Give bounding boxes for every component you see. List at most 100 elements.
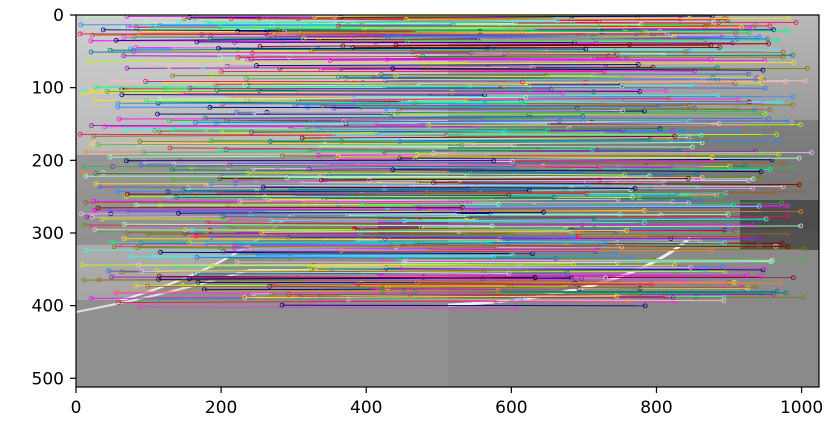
match-line xyxy=(219,148,593,151)
keypoint xyxy=(465,186,471,191)
keypoint xyxy=(459,204,465,210)
match-line xyxy=(400,101,783,104)
keypoint xyxy=(93,84,99,90)
keypoint xyxy=(155,111,160,117)
keypoint xyxy=(780,49,786,55)
match-line xyxy=(178,19,558,23)
keypoint xyxy=(482,101,488,107)
match-line xyxy=(415,157,800,160)
keypoint xyxy=(790,102,795,108)
match-line xyxy=(98,143,462,146)
keypoint xyxy=(720,48,725,54)
match-line xyxy=(392,68,763,71)
match-line xyxy=(340,15,713,18)
keypoint xyxy=(244,76,249,82)
keypoint xyxy=(245,170,251,176)
match-line xyxy=(407,39,779,43)
keypoint xyxy=(663,126,669,132)
keypoint xyxy=(484,45,490,51)
keypoint xyxy=(711,19,717,25)
keypoint xyxy=(260,184,266,190)
keypoint xyxy=(77,131,83,137)
keypoint xyxy=(80,88,86,93)
keypoint xyxy=(513,305,519,311)
keypoint xyxy=(416,205,422,211)
match-line xyxy=(139,306,516,309)
keypoint xyxy=(721,240,727,246)
keypoint xyxy=(663,88,669,94)
match-line xyxy=(117,290,499,293)
keypoint xyxy=(187,85,193,91)
match-line xyxy=(417,56,784,59)
keypoint xyxy=(721,298,727,304)
match-line xyxy=(287,175,650,179)
keypoint xyxy=(591,89,597,95)
keypoint xyxy=(594,147,600,153)
keypoint xyxy=(519,79,525,85)
match-line xyxy=(309,167,672,170)
keypoint xyxy=(79,262,85,268)
keypoint xyxy=(102,124,108,130)
keypoint xyxy=(750,185,755,191)
keypoint xyxy=(316,152,321,158)
keypoint xyxy=(255,253,261,259)
keypoint xyxy=(709,155,715,160)
match-line xyxy=(218,192,587,195)
keypoint xyxy=(143,79,148,84)
keypoint xyxy=(157,96,163,102)
keypoint xyxy=(744,272,750,278)
match-line xyxy=(310,264,675,268)
keypoint xyxy=(93,171,99,176)
keypoint xyxy=(621,172,627,178)
match-line xyxy=(348,214,729,216)
keypoint xyxy=(107,154,113,160)
match-line xyxy=(169,65,533,69)
keypoint xyxy=(746,71,752,77)
match-line xyxy=(97,206,463,209)
keypoint xyxy=(602,240,608,246)
keypoint xyxy=(220,214,226,220)
keypoint xyxy=(96,277,102,283)
keypoint xyxy=(195,279,201,285)
keypoint xyxy=(734,106,740,112)
keypoint xyxy=(209,138,214,144)
keypoint xyxy=(749,25,755,31)
keypoint xyxy=(491,254,496,260)
match-line xyxy=(94,208,475,211)
keypoint xyxy=(427,247,433,253)
keypoint xyxy=(506,271,512,276)
keypoint xyxy=(194,254,200,260)
keypoint xyxy=(669,199,675,205)
keypoint xyxy=(760,111,765,117)
keypoint xyxy=(404,39,410,44)
match-line xyxy=(391,117,769,120)
match-line xyxy=(403,261,771,264)
match-line xyxy=(395,43,769,46)
keypoint xyxy=(138,297,144,303)
match-line xyxy=(400,267,765,270)
keypoint xyxy=(355,281,361,287)
keypoint xyxy=(343,75,349,81)
keypoint xyxy=(228,16,234,22)
match-line xyxy=(360,106,738,110)
keypoint xyxy=(790,94,796,100)
keypoint xyxy=(708,56,713,62)
keypoint xyxy=(119,269,125,275)
keypoint xyxy=(584,191,590,197)
match-line xyxy=(396,167,771,170)
keypoint xyxy=(199,31,204,37)
x-tick-label: 0 xyxy=(71,398,82,418)
keypoint xyxy=(583,46,589,52)
keypoint xyxy=(360,202,365,208)
match-line xyxy=(190,87,552,90)
keypoint xyxy=(208,181,214,187)
keypoint xyxy=(380,285,385,291)
keypoint xyxy=(95,141,101,147)
keypoint xyxy=(662,294,668,299)
keypoint xyxy=(778,280,783,286)
keypoint xyxy=(204,240,209,246)
keypoint xyxy=(670,295,676,301)
keypoint xyxy=(717,44,722,50)
match-line xyxy=(392,169,762,173)
keypoint xyxy=(692,105,698,111)
